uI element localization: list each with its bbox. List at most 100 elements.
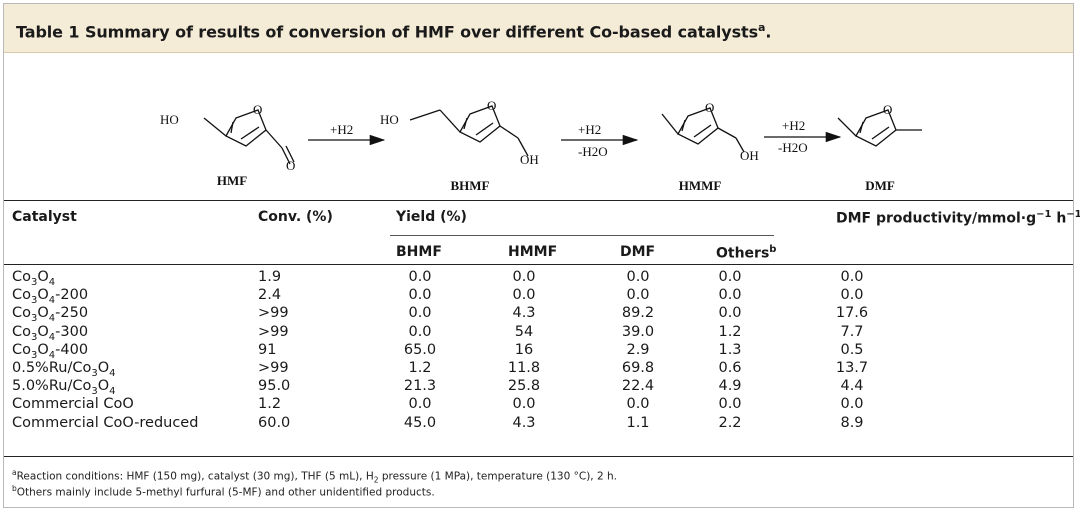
svg-text:O: O xyxy=(883,102,892,117)
svg-text:O: O xyxy=(286,158,295,173)
cell-prod: 7.7 xyxy=(840,323,864,340)
cell-prod: 8.9 xyxy=(840,414,864,431)
cell-catalyst: Co3O4-250 xyxy=(12,305,89,325)
svg-text:DMF: DMF xyxy=(865,178,895,193)
svg-text:O: O xyxy=(705,100,714,115)
subheader-dmf: DMF xyxy=(620,244,656,260)
cell-bhmf: 21.3 xyxy=(403,378,437,395)
rule-yield xyxy=(390,235,774,236)
header-yield: Yield (%) xyxy=(396,209,467,225)
cell-catalyst: 0.5%Ru/Co3O4 xyxy=(12,360,116,379)
cell-hmmf: 54 xyxy=(514,323,534,340)
rule-header xyxy=(4,264,1073,265)
cell-dmf: 22.4 xyxy=(621,378,655,395)
rule-bottom xyxy=(4,456,1073,457)
cell-dmf: 39.0 xyxy=(621,323,655,340)
cell-catalyst: Co3O4-400 xyxy=(12,341,89,361)
svg-text:O: O xyxy=(487,98,496,113)
svg-text:-H2O: -H2O xyxy=(578,144,608,159)
bhmf-structure xyxy=(409,105,529,157)
cell-others: 0.0 xyxy=(718,287,742,304)
cell-others: 0.6 xyxy=(718,360,742,376)
cell-others: 0.0 xyxy=(718,269,742,285)
cell-catalyst: Co3O4 xyxy=(12,269,56,288)
subheader-hmmf: HMMF xyxy=(508,244,558,260)
cell-catalyst: Co3O4-200 xyxy=(12,287,89,307)
cell-conv: 60.0 xyxy=(258,414,291,431)
cell-hmmf: 25.8 xyxy=(507,378,541,395)
subheader-bhmf: BHMF xyxy=(396,244,442,260)
cell-conv: >99 xyxy=(258,360,289,376)
cell-others: 1.3 xyxy=(718,341,742,358)
hmmf-structure xyxy=(661,107,745,153)
cell-prod: 0.0 xyxy=(840,396,864,413)
svg-text:BHMF: BHMF xyxy=(451,178,490,193)
cell-prod: 17.6 xyxy=(835,305,869,322)
footnote-a: aReaction conditions: HMF (150 mg), cata… xyxy=(12,468,617,485)
svg-text:+H2: +H2 xyxy=(578,122,601,137)
svg-text:HMMF: HMMF xyxy=(679,178,722,193)
cell-dmf: 0.0 xyxy=(626,396,650,413)
cell-dmf: 1.1 xyxy=(626,414,650,431)
cell-prod: 0.5 xyxy=(840,341,864,358)
footnote-b: bOthers mainly include 5-methyl furfural… xyxy=(12,484,435,499)
cell-others: 4.9 xyxy=(718,378,742,395)
cell-conv: 1.9 xyxy=(258,269,282,285)
cell-hmmf: 4.3 xyxy=(512,414,536,431)
cell-conv: 2.4 xyxy=(258,287,282,304)
cell-prod: 4.4 xyxy=(840,378,864,395)
cell-bhmf: 1.2 xyxy=(408,360,432,376)
cell-catalyst: Co3O4-300 xyxy=(12,323,89,343)
cell-dmf: 2.9 xyxy=(626,341,650,358)
cell-conv: >99 xyxy=(258,305,289,322)
cell-hmmf: 0.0 xyxy=(512,287,536,304)
cell-hmmf: 0.0 xyxy=(512,269,536,285)
cell-prod: 0.0 xyxy=(840,269,864,285)
cell-others: 2.2 xyxy=(718,414,742,431)
cell-catalyst: Commercial CoO-reduced xyxy=(12,414,199,431)
cell-dmf: 89.2 xyxy=(621,305,655,322)
cell-conv: 1.2 xyxy=(258,396,282,413)
cell-hmmf: 0.0 xyxy=(512,396,536,413)
cell-prod: 13.7 xyxy=(835,360,869,376)
reaction-scheme: HO O O HO O OH O OH O +H2 +H2 -H2O +H2 -… xyxy=(160,98,922,193)
svg-text:-H2O: -H2O xyxy=(778,140,808,155)
cell-bhmf: 0.0 xyxy=(408,287,432,304)
svg-text:OH: OH xyxy=(520,152,539,167)
svg-text:HO: HO xyxy=(160,112,179,127)
svg-text:HMF: HMF xyxy=(217,173,247,188)
table-frame xyxy=(3,3,1074,508)
cell-conv: 95.0 xyxy=(258,378,291,395)
subheader-others: Othersb xyxy=(716,244,777,262)
cell-bhmf: 65.0 xyxy=(403,341,437,358)
cell-catalyst: 5.0%Ru/Co3O4 xyxy=(12,378,116,398)
cell-bhmf: 0.0 xyxy=(408,305,432,322)
cell-bhmf: 45.0 xyxy=(403,414,437,431)
header-catalyst: Catalyst xyxy=(12,209,77,225)
svg-text:HO: HO xyxy=(380,112,399,127)
dmf-structure xyxy=(837,109,922,147)
cell-bhmf: 0.0 xyxy=(408,269,432,285)
cell-conv: >99 xyxy=(258,323,289,340)
cell-others: 0.0 xyxy=(718,396,742,413)
cell-dmf: 69.8 xyxy=(621,360,655,376)
title-bar: Table 1 Summary of results of conversion… xyxy=(4,4,1073,53)
cell-others: 0.0 xyxy=(718,305,742,322)
cell-catalyst: Commercial CoO xyxy=(12,396,134,413)
rule-top xyxy=(4,200,1073,201)
svg-text:+H2: +H2 xyxy=(330,122,353,137)
cell-dmf: 0.0 xyxy=(626,287,650,304)
cell-conv: 91 xyxy=(258,341,277,358)
cell-bhmf: 0.0 xyxy=(408,396,432,413)
cell-others: 1.2 xyxy=(718,323,742,340)
svg-text:OH: OH xyxy=(740,148,759,163)
cell-hmmf: 16 xyxy=(514,341,534,358)
cell-bhmf: 0.0 xyxy=(408,323,432,340)
hmf-structure xyxy=(203,109,295,165)
header-productivity: DMF productivity/mmol·g−1 h−1 xyxy=(836,209,1080,227)
svg-text:+H2: +H2 xyxy=(782,118,805,133)
header-conv: Conv. (%) xyxy=(258,209,333,225)
table-title: Table 1 Summary of results of conversion… xyxy=(16,21,772,42)
cell-dmf: 0.0 xyxy=(626,269,650,285)
cell-hmmf: 4.3 xyxy=(512,305,536,322)
